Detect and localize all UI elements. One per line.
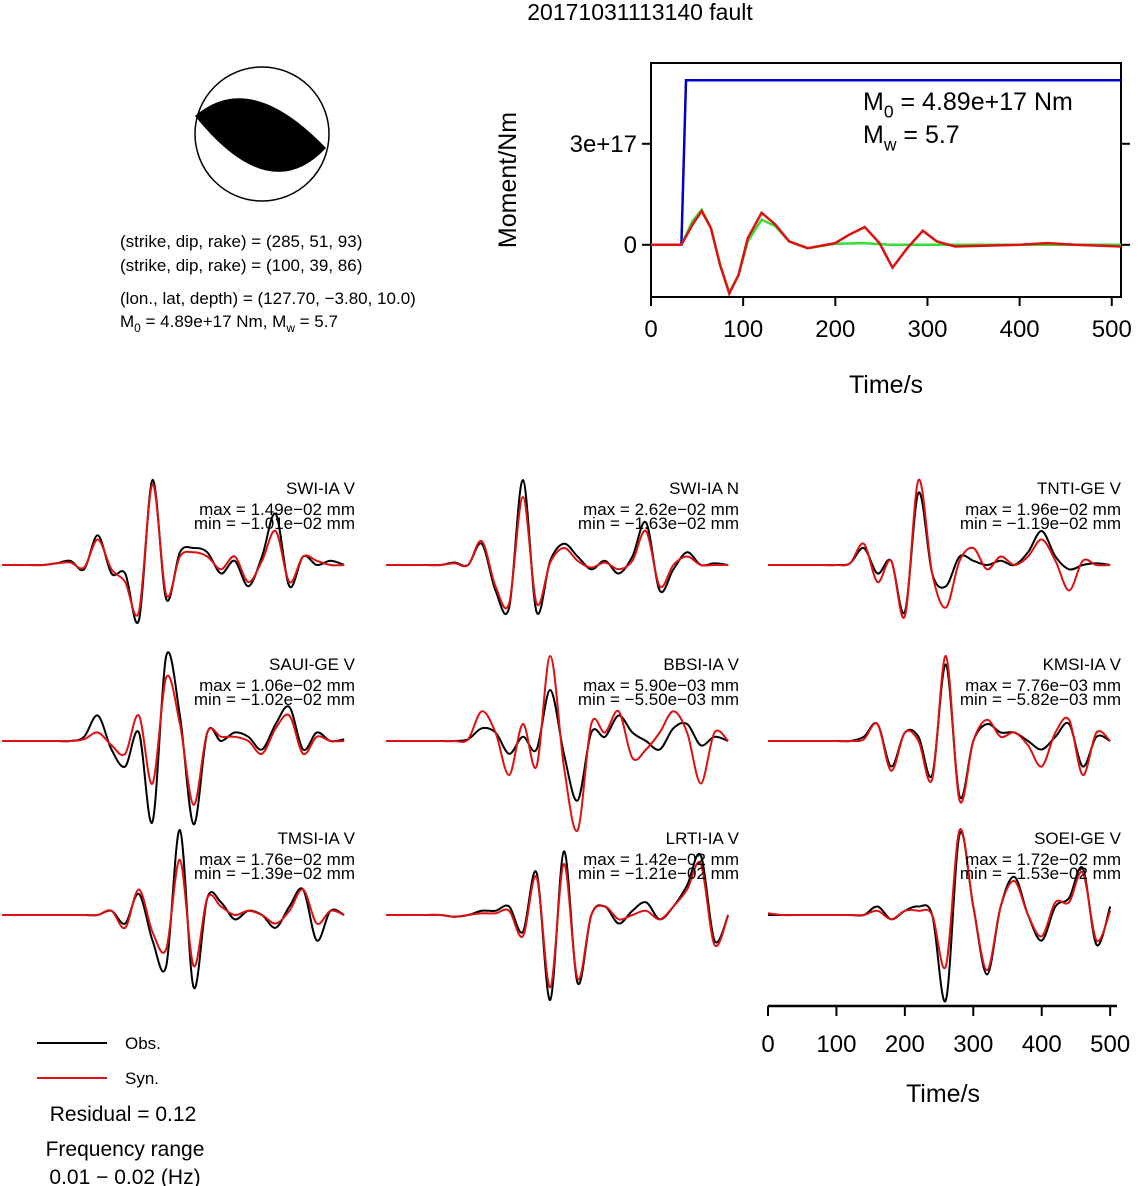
synthetic-waveform (2, 674, 345, 806)
station-name: SAUI-GE V (269, 655, 356, 674)
min-label: min = −1.53e−02 mm (960, 864, 1121, 883)
text-part: = 4.89e+17 Nm, M (141, 312, 287, 331)
synthetic-waveform (767, 828, 1112, 972)
subscript: 0 (884, 102, 894, 122)
x-tick-label: 500 (1092, 316, 1132, 343)
max-label: max = 2.62e−02 mm (583, 500, 739, 519)
max-label: max = 1.06e−02 mm (199, 676, 355, 695)
max-label: max = 1.72e−02 mm (965, 850, 1121, 869)
x-axis-label: Time/s (906, 1080, 980, 1108)
text-part: = 4.89e+17 Nm (894, 88, 1073, 116)
min-label: min = −1.21e−02 mm (578, 864, 739, 883)
max-label: max = 5.90e−03 mm (583, 676, 739, 695)
x-tick-label: 200 (815, 316, 855, 343)
x-tick-label: 400 (1000, 316, 1040, 343)
x-tick-label: 300 (953, 1031, 993, 1058)
text-part: = 5.7 (896, 121, 959, 149)
min-label: min = −5.82e−03 mm (960, 690, 1121, 709)
synthetic-waveform (386, 654, 729, 832)
moment-line (651, 207, 1121, 296)
max-label: max = 1.42e−02 mm (583, 850, 739, 869)
y-axis-label: Moment/Nm (494, 112, 522, 248)
station-name: SOEI-GE V (1034, 829, 1122, 848)
station-name: TMSI-IA V (278, 829, 356, 848)
text-part: = 5.7 (295, 312, 338, 331)
figure-title: 20171031113140 fault (527, 0, 753, 25)
station-name: SWI-IA N (669, 479, 739, 498)
info-line: (lon., lat, depth) = (127.70, −3.80, 10.… (120, 289, 416, 308)
x-tick-label: 500 (1090, 1031, 1130, 1058)
text-part: M (863, 88, 884, 116)
subscript: 0 (134, 321, 141, 335)
x-tick-label: 400 (1022, 1031, 1062, 1058)
max-label: max = 1.96e−02 mm (965, 500, 1121, 519)
x-tick-label: 300 (907, 316, 947, 343)
min-label: min = −1.19e−02 mm (960, 514, 1121, 533)
x-tick-label: 100 (816, 1031, 856, 1058)
x-tick-label: 0 (761, 1031, 774, 1058)
info-line: M0 = 4.89e+17 Nm, Mw = 5.7 (120, 312, 338, 335)
min-label: min = −1.02e−02 mm (194, 690, 355, 709)
synthetic-waveform (1, 483, 345, 617)
beachball-compression (195, 98, 326, 172)
legend-label: Obs. (125, 1034, 161, 1053)
x-tick-label: 200 (885, 1031, 925, 1058)
synthetic-waveform (767, 478, 1111, 619)
synthetic-waveform (385, 495, 729, 610)
x-tick-label: 0 (644, 316, 657, 343)
synthetic-waveform (768, 654, 1111, 804)
info-line: (strike, dip, rake) = (285, 51, 93) (120, 232, 362, 251)
station-name: SWI-IA V (286, 479, 356, 498)
moment-line (651, 208, 1122, 297)
subscript: w (883, 135, 897, 155)
station-name: TNTI-GE V (1037, 479, 1122, 498)
plot-frame (650, 62, 1122, 298)
station-name: KMSI-IA V (1043, 655, 1122, 674)
residual: Residual = 0.12 (50, 1103, 197, 1126)
station-name: LRTI-IA V (666, 829, 740, 848)
min-label: min = −1.01e−02 mm (194, 514, 355, 533)
frequency-value: 0.01 − 0.02 (Hz) (49, 1166, 200, 1186)
min-label: min = −1.39e−02 mm (194, 864, 355, 883)
annotation: M0 = 4.89e+17 Nm (863, 88, 1073, 122)
subscript: w (285, 321, 295, 335)
text-part: M (120, 312, 134, 331)
y-tick-label: 3e+17 (570, 131, 637, 158)
legend-label: Syn. (125, 1069, 159, 1088)
x-axis-label: Time/s (849, 371, 923, 399)
station-name: BBSI-IA V (663, 655, 739, 674)
max-label: max = 1.49e−02 mm (199, 500, 355, 519)
info-line: (strike, dip, rake) = (100, 39, 86) (120, 256, 362, 275)
synthetic-waveform (386, 861, 730, 989)
max-label: max = 7.76e−03 mm (965, 676, 1121, 695)
text-part: M (863, 121, 884, 149)
annotation: Mw = 5.7 (863, 121, 960, 155)
frequency-title: Frequency range (46, 1138, 205, 1161)
x-tick-label: 100 (723, 316, 763, 343)
y-tick-label: 0 (624, 232, 637, 259)
min-label: min = −1.63e−02 mm (578, 514, 739, 533)
max-label: max = 1.76e−02 mm (199, 850, 355, 869)
synthetic-waveform (2, 858, 345, 968)
min-label: min = −5.50e−03 mm (578, 690, 739, 709)
